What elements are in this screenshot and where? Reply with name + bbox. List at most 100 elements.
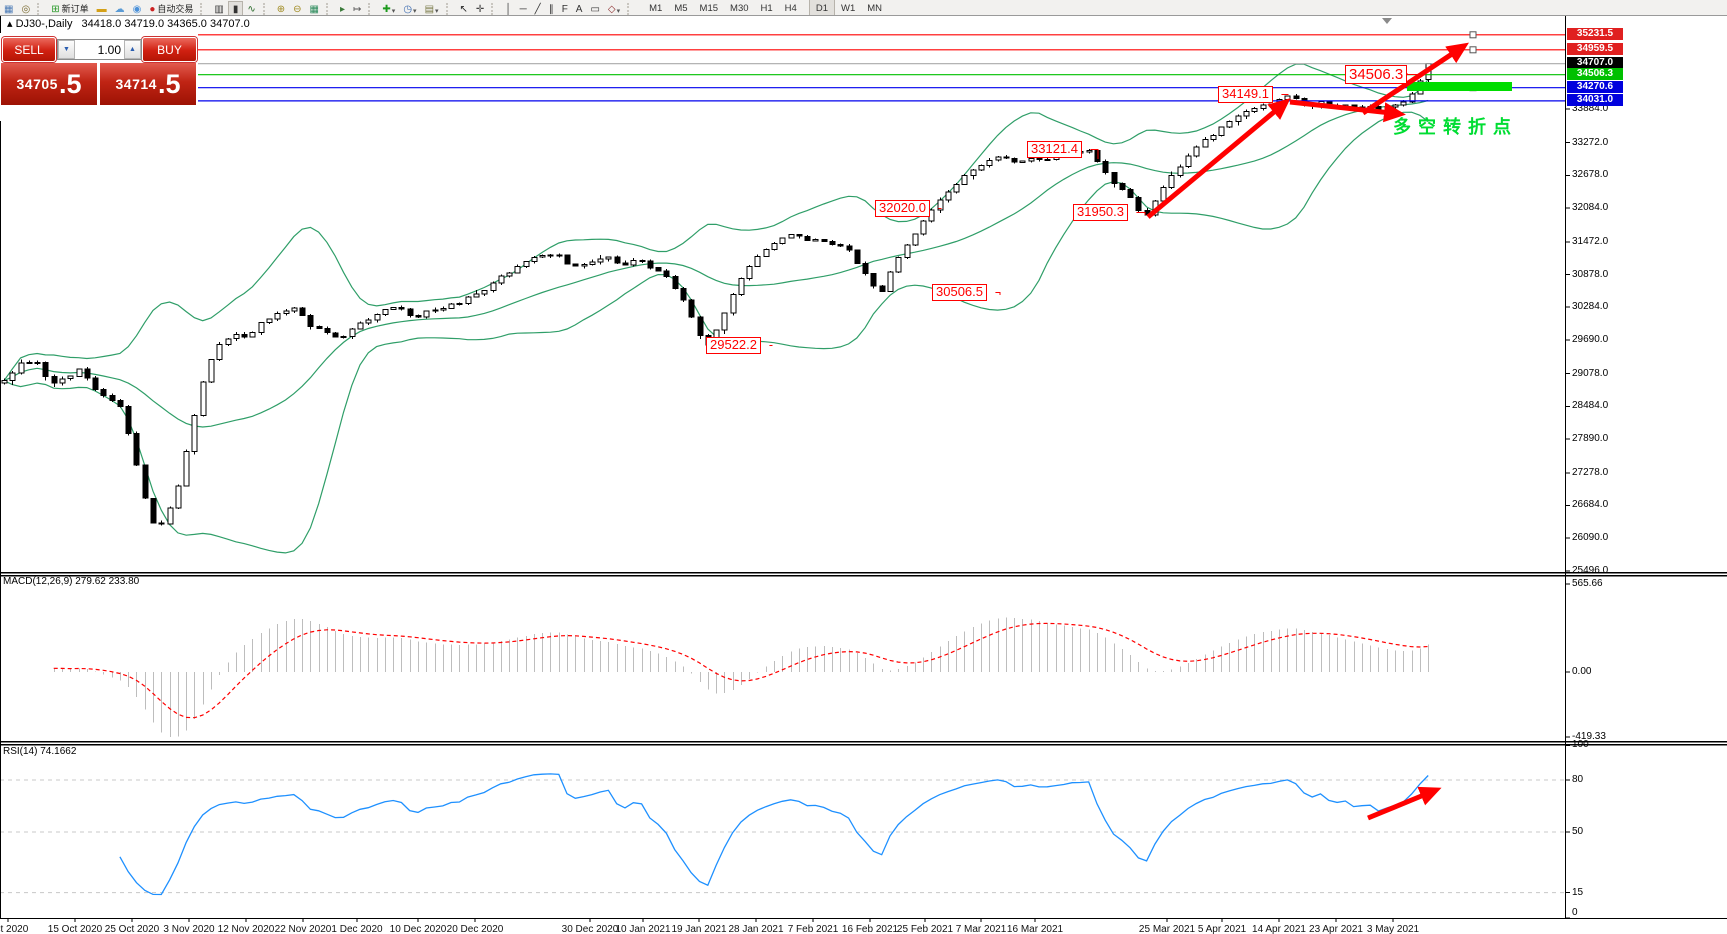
price-axis-tick: 33884.0 (1572, 103, 1609, 114)
price-annotation-29522.2[interactable]: 29522.2 (706, 337, 761, 354)
price-axis-tick: 32678.0 (1572, 169, 1609, 181)
price-annotation-34149.1[interactable]: 34149.1 (1218, 86, 1273, 103)
timeframe-button-m15[interactable]: M15 (699, 3, 719, 14)
price-annotation-33121.4[interactable]: 33121.4 (1027, 141, 1082, 158)
tile-windows-icon[interactable]: ▦ (306, 2, 323, 15)
volume-increase-button[interactable]: ▲ (124, 40, 141, 59)
volume-input[interactable]: 1.00 (97, 42, 121, 57)
price-axis-badge-34506.3: 34506.3 (1567, 67, 1623, 80)
chart-shift-icon[interactable]: ↦ (349, 2, 365, 15)
zoom-in-icon[interactable]: ⊕ (273, 2, 289, 15)
autoscroll-icon[interactable]: ▸ (336, 2, 349, 15)
price-annotation-32020.0[interactable]: 32020.0 (875, 200, 930, 217)
candle-chart-icon: ▮ (232, 4, 239, 15)
candle-chart-icon[interactable]: ▮ (227, 1, 244, 15)
date-axis-label: 12 Nov 2020 (217, 924, 275, 934)
hline-icon[interactable]: ─ (516, 2, 531, 15)
timeframe-button-h4[interactable]: H4 (784, 3, 797, 14)
text-icon[interactable]: A (572, 2, 587, 15)
periods-button[interactable]: ◷ ▾ (399, 2, 420, 15)
timeframe-button-w1[interactable]: W1 (840, 3, 856, 14)
sell-price-tile[interactable]: 34705 .5 (1, 63, 97, 105)
periods-button: ◷ (403, 4, 413, 15)
buy-button[interactable]: BUY (142, 37, 197, 62)
price-axis-tick: 30878.0 (1572, 268, 1609, 280)
rsi-axis-tick: 0 (1572, 907, 1578, 918)
toolbar-separator (325, 3, 333, 15)
shapes-button-dropdown[interactable]: ▾ (616, 8, 621, 15)
bar-chart-icon: ▥ (214, 4, 224, 15)
toolbar-separator (627, 3, 634, 15)
price-annotation-31950.3[interactable]: 31950.3 (1073, 204, 1128, 221)
signal-icon[interactable]: ◉ (129, 2, 146, 15)
timeframe-button-h1[interactable]: H1 (760, 3, 773, 14)
volume-decrease-button[interactable]: ▼ (58, 40, 75, 59)
price-annotation-34506.3[interactable]: 34506.3 (1345, 65, 1408, 85)
toolbar-separator (200, 3, 207, 15)
sell-price: 34705 (16, 76, 58, 92)
cursor-icon[interactable]: ↖ (456, 2, 472, 15)
trend-arrow[interactable] (1367, 786, 1442, 821)
price-axis-badge-34707.0: 34707.0 (1567, 56, 1623, 69)
new-order-button[interactable]: ⊞ 新订单 (47, 2, 92, 15)
autotrade-button: ● (149, 4, 156, 15)
zoom-out-icon[interactable]: ⊖ (289, 2, 305, 15)
buy-price-fraction: .5 (157, 68, 181, 99)
vline-icon: │ (505, 4, 512, 15)
macd-signal-line (53, 622, 1429, 719)
zoom-out-icon: ⊖ (293, 4, 302, 15)
vline-icon[interactable]: │ (501, 2, 515, 15)
price-axis-tick: 29690.0 (1572, 333, 1609, 345)
line-chart-icon[interactable]: ∿ (243, 2, 259, 15)
cloud-icon[interactable]: ☁ (111, 2, 129, 15)
channel-icon[interactable]: ∥ (545, 2, 558, 15)
timeframe-button-mn[interactable]: MN (867, 3, 883, 14)
candles (1, 63, 1432, 526)
trend-arrow[interactable] (1146, 98, 1291, 219)
toolbar-separator (262, 3, 270, 15)
date-axis-label: Oct 2020 (0, 924, 29, 934)
crosshair-icon: ✛ (475, 4, 485, 15)
sell-button[interactable]: SELL (2, 37, 56, 62)
templates-button[interactable]: ▤ ▾ (421, 2, 443, 15)
price-axis-badge-34270.6: 34270.6 (1567, 80, 1623, 93)
trendline-icon[interactable]: ╱ (531, 2, 545, 15)
fibonacci-icon[interactable]: F (558, 2, 572, 15)
gold-icon: ▬ (96, 4, 107, 15)
timeframe-button-m30[interactable]: M30 (730, 3, 749, 14)
periods-button-dropdown[interactable]: ▾ (413, 8, 417, 15)
trend-arrow[interactable] (1289, 99, 1406, 123)
chart-title: ▴ DJ30-,Daily 34418.0 34719.0 34365.0 34… (7, 17, 250, 30)
crosshair-icon[interactable]: ✛ (472, 2, 488, 15)
templates-button-dropdown[interactable]: ▾ (435, 8, 439, 15)
timeframe-button-d1[interactable]: D1 (808, 0, 835, 15)
timeframe-button-m1[interactable]: M1 (649, 3, 663, 14)
line-handle[interactable] (1469, 31, 1477, 39)
date-axis-label: 15 Oct 2020 (47, 924, 103, 934)
shapes-button[interactable]: ◇ ▾ (604, 2, 624, 15)
toolbar: ▦ ◎ ⊞ 新订单 ▬ ☁ ◉ ● 自动交易 ▥ ▮ ∿ ⊕ ⊖ ▦ ▸ ↦ ✚ ▾ ◷ ▾ ▤ ▾ ↖ ✛ │ ─ ╱ ∥ F A ▭ ◇ ▾ M… (0, 0, 1727, 16)
zoom-window-icon[interactable]: ◎ (17, 2, 34, 15)
autoscroll-icon: ▸ (339, 4, 346, 15)
chart-window-icon[interactable]: ▦ (0, 2, 17, 15)
price-label-connector (1406, 73, 1418, 75)
line-handle[interactable] (1469, 46, 1477, 54)
symbol-icon: ▴ (7, 18, 13, 30)
green-highlight-bar[interactable] (1407, 82, 1512, 91)
chart-shift-marker[interactable] (1382, 18, 1392, 24)
indicators-button[interactable]: ✚ ▾ (378, 2, 399, 15)
timeframe-button-m5[interactable]: M5 (674, 3, 688, 14)
label-icon[interactable]: ▭ (586, 2, 603, 15)
price-annotation-30506.5[interactable]: 30506.5 (932, 284, 987, 301)
chart-canvas[interactable] (0, 15, 1727, 934)
price-label-connector (1090, 149, 1099, 159)
gold-icon[interactable]: ▬ (93, 2, 111, 15)
date-axis-label: 30 Dec 2020 (561, 924, 619, 934)
buy-price-tile[interactable]: 34714 .5 (100, 63, 196, 105)
shapes-button: ◇ (607, 4, 616, 15)
bar-chart-icon[interactable]: ▥ (210, 2, 227, 15)
autotrade-button[interactable]: ● 自动交易 (145, 2, 197, 15)
chart-window: ▴ DJ30-,Daily 34418.0 34719.0 34365.0 34… (0, 15, 1727, 934)
indicators-button-dropdown[interactable]: ▾ (391, 8, 396, 15)
trend-arrow[interactable] (1361, 42, 1469, 116)
